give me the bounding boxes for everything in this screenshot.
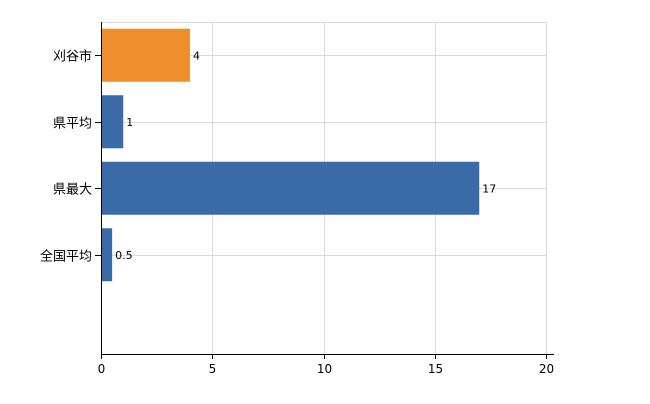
axes (95, 22, 554, 359)
bars (101, 28, 480, 282)
x-tick-label: 10 (317, 362, 332, 376)
y-category-label: 県最大 (53, 183, 92, 198)
bar-value-label: 17 (482, 182, 496, 195)
y-category-label: 刈谷市 (53, 49, 92, 65)
x-tick-label: 20 (539, 362, 554, 376)
bar-value-label: 4 (193, 49, 200, 62)
x-tick-label: 5 (209, 362, 217, 376)
bar-3 (101, 161, 480, 215)
y-category-label: 県平均 (53, 117, 92, 132)
x-tick-label: 0 (98, 362, 106, 376)
bar-4 (101, 228, 113, 282)
y-category-label: 全国平均 (40, 249, 92, 265)
bar-1 (101, 28, 190, 82)
x-tick-label: 15 (428, 362, 443, 376)
bar-value-label: 0.5 (115, 249, 133, 262)
bar-value-label: 1 (126, 116, 133, 129)
bar-2 (101, 95, 124, 149)
